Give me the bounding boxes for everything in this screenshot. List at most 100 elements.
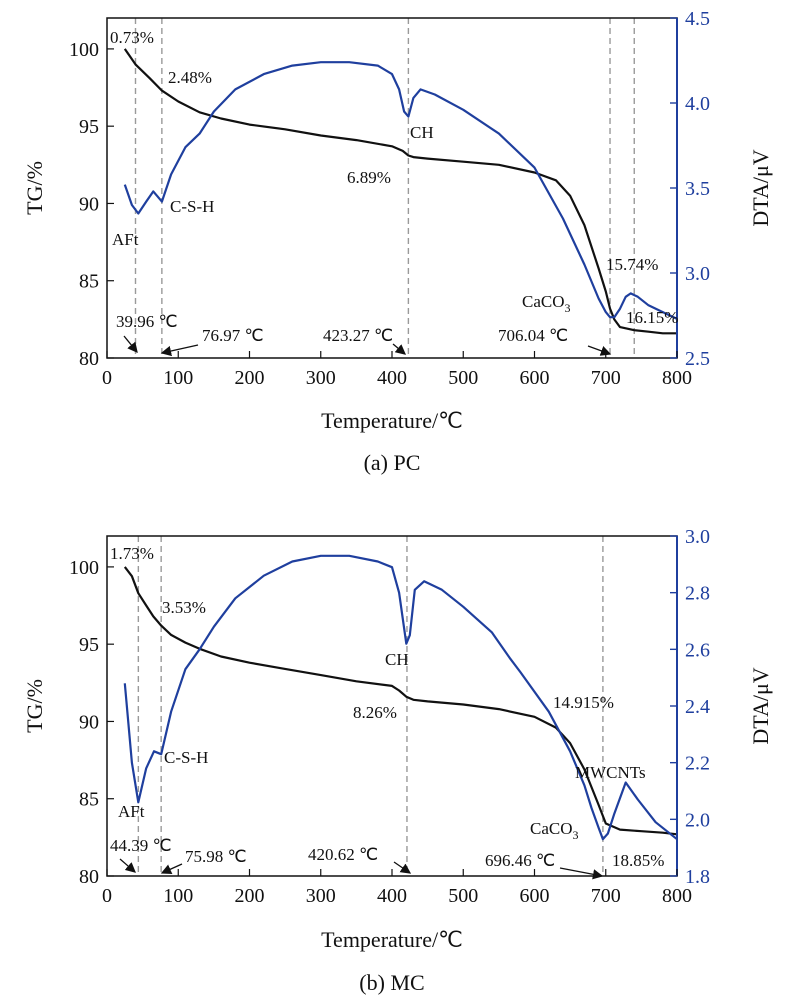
x-tick-label: 0 (102, 367, 112, 389)
peak-arrow (160, 344, 199, 357)
x-ticks: 0 100 200 300 400 500 600 700 800 (102, 869, 692, 907)
peak-temp-label: 706.04 ℃ (498, 326, 568, 345)
x-tick-label: 100 (163, 885, 193, 907)
x-tick-label: 500 (448, 367, 478, 389)
peak-arrow (393, 861, 412, 874)
x-tick-label: 0 (102, 885, 112, 907)
x-axis-title: Temperature/℃ (321, 408, 463, 433)
phase-label-caco3-subscript: 3 (573, 828, 579, 842)
y-tick-label: 100 (69, 557, 99, 579)
x-tick-label: 600 (520, 367, 550, 389)
mass-loss-label: 18.85% (612, 851, 664, 870)
phase-label-csh: C-S-H (164, 748, 208, 767)
y-tick-label: 100 (69, 39, 99, 61)
peak-arrow (160, 863, 183, 875)
y2-tick-label: 2.6 (685, 639, 710, 661)
y-axis-title: TG/% (22, 161, 47, 215)
phase-label-aft: AFt (118, 802, 145, 821)
x-tick-label: 300 (306, 885, 336, 907)
x-tick-label: 400 (377, 885, 407, 907)
y-tick-label: 85 (79, 789, 99, 811)
tg-curve (123, 566, 678, 836)
y2-tick-label: 4.0 (685, 93, 710, 115)
phase-label-caco3: CaCO3 (522, 292, 571, 315)
y2-tick-label: 2.2 (685, 753, 710, 775)
panel-caption: (b) MC (359, 970, 424, 995)
y-ticks: 80 85 90 95 100 (69, 39, 114, 370)
y2-tick-label: 3.0 (685, 263, 710, 285)
phase-label-caco3-base: CaCO (522, 292, 565, 311)
x-tick-label: 700 (591, 885, 621, 907)
mass-loss-label: 1.73% (110, 544, 154, 563)
peak-guide-lines (137, 536, 604, 876)
y2-tick-label: 2.4 (685, 696, 710, 718)
y2-tick-label: 3.0 (685, 526, 710, 548)
peak-arrow (119, 858, 136, 873)
x-tick-label: 200 (235, 367, 265, 389)
tg-curve (123, 48, 677, 335)
peak-temp-label: 423.27 ℃ (323, 326, 393, 345)
phase-label-caco3-base: CaCO (530, 819, 573, 838)
mass-loss-label: 0.73% (110, 28, 154, 47)
phase-label-caco3: CaCO3 (530, 819, 579, 842)
y-tick-label: 80 (79, 348, 99, 370)
mass-loss-label: 2.48% (168, 68, 212, 87)
phase-label-aft: AFt (112, 230, 139, 249)
peak-temp-label: 39.96 ℃ (116, 312, 178, 331)
peak-arrow (587, 345, 612, 356)
mass-loss-label: 16.15% (626, 308, 678, 327)
mass-loss-label: 14.915% (553, 693, 614, 712)
y-tick-label: 80 (79, 866, 99, 888)
peak-temp-label: 75.98 ℃ (185, 847, 247, 866)
phase-label-ch: CH (410, 123, 434, 142)
peak-temp-label: 696.46 ℃ (485, 851, 555, 870)
mass-loss-label: 8.26% (353, 703, 397, 722)
x-tick-label: 200 (235, 885, 265, 907)
y-tick-label: 90 (79, 711, 99, 733)
peak-temp-label: 44.39 ℃ (110, 836, 172, 855)
mass-loss-label: 15.74% (606, 255, 658, 274)
phase-label-csh: C-S-H (170, 197, 214, 216)
peak-guide-lines (134, 18, 635, 358)
panel-caption: (a) PC (364, 450, 421, 475)
panel-pc: 0 100 200 300 400 500 600 700 800 80 85 90 95 100 2.… (22, 8, 773, 475)
x-tick-label: 800 (662, 885, 692, 907)
x-tick-label: 700 (591, 367, 621, 389)
y2-axis-title: DTA/μV (748, 667, 773, 744)
y2-ticks: 1.8 2.0 2.2 2.4 2.6 2.8 3.0 (670, 526, 710, 888)
x-tick-label: 400 (377, 367, 407, 389)
peak-arrow (392, 343, 406, 355)
y2-ticks: 2.5 3.0 3.5 4.0 4.5 (670, 8, 710, 370)
plot-area (123, 48, 678, 335)
x-tick-label: 500 (448, 885, 478, 907)
mass-loss-label: 6.89% (347, 168, 391, 187)
y-tick-label: 95 (79, 634, 99, 656)
phase-label-caco3-subscript: 3 (565, 301, 571, 315)
y-tick-label: 90 (79, 193, 99, 215)
x-tick-label: 100 (163, 367, 193, 389)
y-axis-title: TG/% (22, 679, 47, 733)
y2-tick-label: 2.8 (685, 583, 710, 605)
phase-label-mwcnts: MWCNTs (575, 763, 646, 782)
y2-tick-label: 1.8 (685, 866, 710, 888)
x-tick-label: 600 (520, 885, 550, 907)
plot-area (123, 554, 678, 841)
peak-temp-label: 76.97 ℃ (202, 326, 264, 345)
y2-tick-label: 2.5 (685, 348, 710, 370)
mass-loss-label: 3.53% (162, 598, 206, 617)
peak-arrow (559, 867, 604, 880)
dta-curve (123, 554, 678, 841)
y-tick-label: 95 (79, 116, 99, 138)
x-tick-label: 300 (306, 367, 336, 389)
x-ticks: 0 100 200 300 400 500 600 700 800 (102, 351, 692, 389)
y2-tick-label: 4.5 (685, 8, 710, 30)
phase-label-ch: CH (385, 650, 409, 669)
dta-curve (123, 61, 678, 320)
x-axis-title: Temperature/℃ (321, 927, 463, 952)
y-tick-label: 85 (79, 271, 99, 293)
y2-tick-label: 3.5 (685, 178, 710, 200)
x-tick-label: 800 (662, 367, 692, 389)
panel-mc: 0 100 200 300 400 500 600 700 800 80 85 90 95 100 1.… (22, 526, 773, 995)
y-ticks: 80 85 90 95 100 (69, 557, 114, 888)
